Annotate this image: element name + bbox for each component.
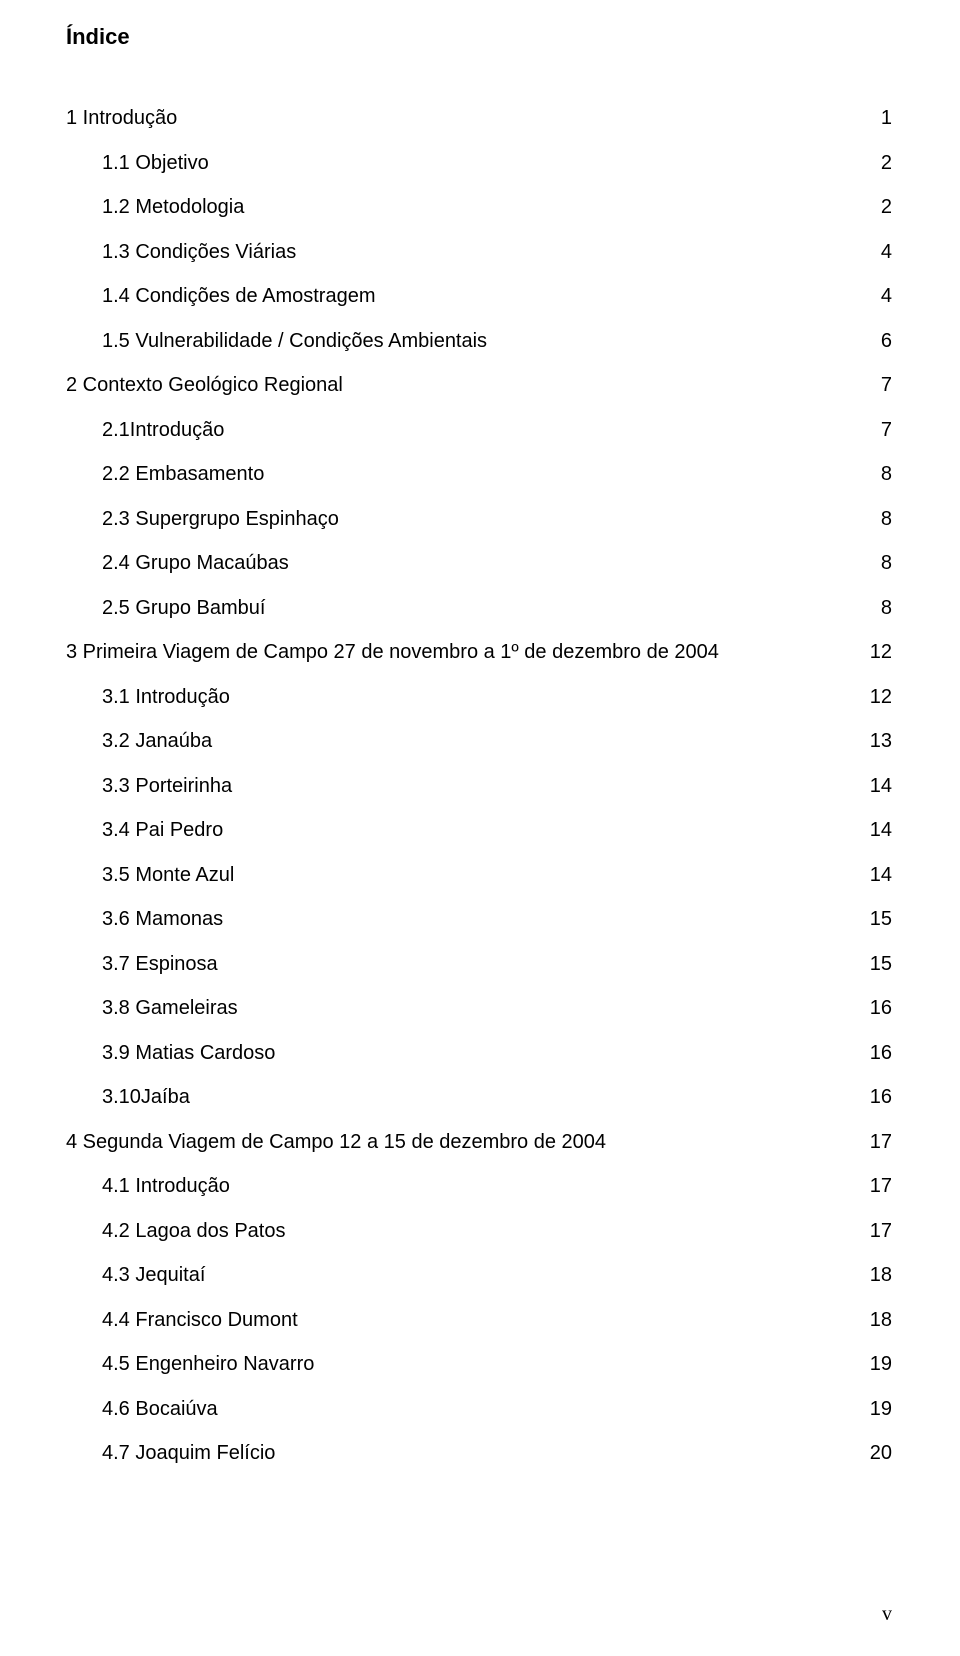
- toc-entry-page: 8: [856, 553, 892, 573]
- toc-row: 1.3 Condições Viárias 4: [66, 242, 892, 262]
- toc-entry-page: 8: [856, 598, 892, 618]
- toc-row: 1.5 Vulnerabilidade / Condições Ambienta…: [66, 331, 892, 351]
- toc-row: 2.1Introdução 7: [66, 420, 892, 440]
- toc-row: 3.1 Introdução 12: [66, 687, 892, 707]
- toc-row: 1.4 Condições de Amostragem 4: [66, 286, 892, 306]
- toc-entry-page: 15: [856, 954, 892, 974]
- toc-entry-label: 1.4 Condições de Amostragem: [102, 286, 376, 306]
- toc-entry-page: 8: [856, 464, 892, 484]
- toc-row: 3.2 Janaúba 13: [66, 731, 892, 751]
- toc-row: 3 Primeira Viagem de Campo 27 de novembr…: [66, 642, 892, 662]
- toc-entry-page: 7: [856, 420, 892, 440]
- toc-row: 3.8 Gameleiras 16: [66, 998, 892, 1018]
- toc-entry-label: 4 Segunda Viagem de Campo 12 a 15 de dez…: [66, 1132, 606, 1152]
- toc-row: 1.1 Objetivo 2: [66, 153, 892, 173]
- toc-entry-page: 12: [856, 642, 892, 662]
- toc-entry-label: 3.1 Introdução: [102, 687, 230, 707]
- toc-entry-label: 2.3 Supergrupo Espinhaço: [102, 509, 339, 529]
- toc-entry-page: 17: [856, 1176, 892, 1196]
- toc-row: 2 Contexto Geológico Regional 7: [66, 375, 892, 395]
- toc-entry-page: 1: [856, 108, 892, 128]
- toc-entry-label: 4.3 Jequitaí: [102, 1265, 205, 1285]
- toc-entry-label: 2.1Introdução: [102, 420, 224, 440]
- toc-entry-label: 1.3 Condições Viárias: [102, 242, 296, 262]
- toc-entry-label: 2 Contexto Geológico Regional: [66, 375, 343, 395]
- toc-entry-label: 2.4 Grupo Macaúbas: [102, 553, 289, 573]
- toc-entry-page: 16: [856, 998, 892, 1018]
- toc-entry-label: 1.2 Metodologia: [102, 197, 244, 217]
- toc-row: 4.2 Lagoa dos Patos 17: [66, 1221, 892, 1241]
- toc-row: 4.7 Joaquim Felício 20: [66, 1443, 892, 1463]
- toc-entry-page: 18: [856, 1310, 892, 1330]
- toc-entry-page: 8: [856, 509, 892, 529]
- toc-entry-label: 2.2 Embasamento: [102, 464, 264, 484]
- toc-row: 3.10Jaíba 16: [66, 1087, 892, 1107]
- toc-list: 1 Introdução11.1 Objetivo21.2 Metodologi…: [66, 108, 892, 1463]
- toc-row: 4.1 Introdução 17: [66, 1176, 892, 1196]
- toc-row: 2.5 Grupo Bambuí 8: [66, 598, 892, 618]
- toc-entry-label: 4.4 Francisco Dumont: [102, 1310, 298, 1330]
- toc-entry-page: 20: [856, 1443, 892, 1463]
- toc-entry-label: 3.7 Espinosa: [102, 954, 218, 974]
- toc-entry-label: 4.7 Joaquim Felício: [102, 1443, 275, 1463]
- toc-entry-label: 3.9 Matias Cardoso: [102, 1043, 275, 1063]
- toc-entry-label: 4.2 Lagoa dos Patos: [102, 1221, 285, 1241]
- toc-row: 1.2 Metodologia 2: [66, 197, 892, 217]
- toc-entry-page: 17: [856, 1132, 892, 1152]
- document-page: Índice 1 Introdução11.1 Objetivo21.2 Met…: [0, 0, 960, 1656]
- toc-entry-label: 4.5 Engenheiro Navarro: [102, 1354, 314, 1374]
- toc-entry-label: 3.3 Porteirinha: [102, 776, 232, 796]
- toc-row: 3.7 Espinosa 15: [66, 954, 892, 974]
- toc-row: 3.4 Pai Pedro 14: [66, 820, 892, 840]
- toc-entry-label: 3 Primeira Viagem de Campo 27 de novembr…: [66, 642, 719, 662]
- toc-row: 4 Segunda Viagem de Campo 12 a 15 de dez…: [66, 1132, 892, 1152]
- toc-entry-page: 18: [856, 1265, 892, 1285]
- toc-entry-page: 7: [856, 375, 892, 395]
- toc-entry-label: 3.5 Monte Azul: [102, 865, 234, 885]
- toc-entry-page: 19: [856, 1399, 892, 1419]
- toc-entry-page: 19: [856, 1354, 892, 1374]
- toc-row: 2.2 Embasamento 8: [66, 464, 892, 484]
- toc-entry-page: 16: [856, 1087, 892, 1107]
- toc-entry-page: 2: [856, 153, 892, 173]
- toc-row: 3.5 Monte Azul 14: [66, 865, 892, 885]
- toc-entry-label: 3.4 Pai Pedro: [102, 820, 223, 840]
- toc-entry-label: 1.1 Objetivo: [102, 153, 209, 173]
- toc-entry-label: 1.5 Vulnerabilidade / Condições Ambienta…: [102, 331, 487, 351]
- toc-entry-page: 6: [856, 331, 892, 351]
- toc-entry-label: 3.6 Mamonas: [102, 909, 223, 929]
- toc-entry-page: 2: [856, 197, 892, 217]
- toc-entry-label: 3.8 Gameleiras: [102, 998, 238, 1018]
- toc-row: 1 Introdução 1: [66, 108, 892, 128]
- toc-row: 4.6 Bocaiúva 19: [66, 1399, 892, 1419]
- toc-row: 3.9 Matias Cardoso 16: [66, 1043, 892, 1063]
- toc-entry-page: 13: [856, 731, 892, 751]
- toc-entry-label: 4.1 Introdução: [102, 1176, 230, 1196]
- toc-entry-page: 14: [856, 865, 892, 885]
- toc-entry-page: 17: [856, 1221, 892, 1241]
- page-number-footer: v: [882, 1603, 892, 1626]
- toc-entry-page: 16: [856, 1043, 892, 1063]
- toc-title: Índice: [66, 24, 892, 50]
- toc-entry-label: 4.6 Bocaiúva: [102, 1399, 218, 1419]
- toc-entry-page: 4: [856, 286, 892, 306]
- toc-row: 3.6 Mamonas 15: [66, 909, 892, 929]
- toc-entry-page: 15: [856, 909, 892, 929]
- toc-entry-page: 4: [856, 242, 892, 262]
- toc-row: 2.4 Grupo Macaúbas 8: [66, 553, 892, 573]
- toc-entry-page: 12: [856, 687, 892, 707]
- toc-row: 3.3 Porteirinha 14: [66, 776, 892, 796]
- toc-entry-label: 2.5 Grupo Bambuí: [102, 598, 265, 618]
- toc-row: 2.3 Supergrupo Espinhaço 8: [66, 509, 892, 529]
- toc-entry-page: 14: [856, 820, 892, 840]
- toc-entry-label: 3.2 Janaúba: [102, 731, 212, 751]
- toc-row: 4.3 Jequitaí 18: [66, 1265, 892, 1285]
- toc-row: 4.5 Engenheiro Navarro 19: [66, 1354, 892, 1374]
- toc-entry-page: 14: [856, 776, 892, 796]
- toc-entry-label: 1 Introdução: [66, 108, 177, 128]
- toc-row: 4.4 Francisco Dumont 18: [66, 1310, 892, 1330]
- toc-entry-label: 3.10Jaíba: [102, 1087, 190, 1107]
